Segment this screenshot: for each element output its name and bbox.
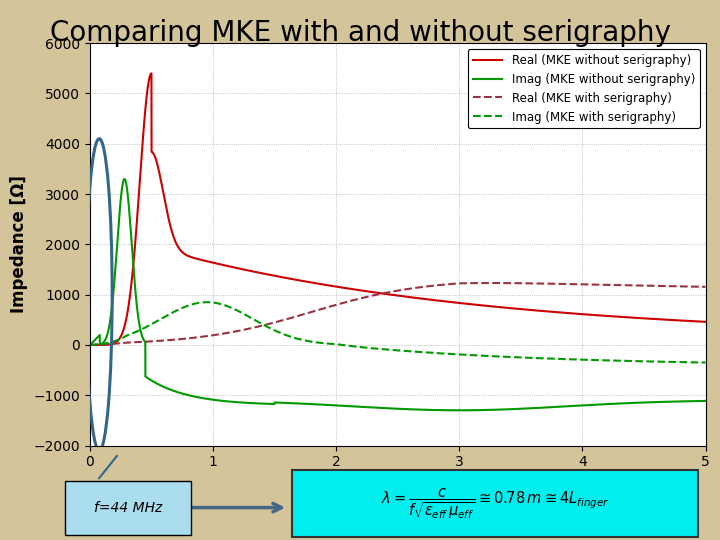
Real (MKE with serigraphy): [487, 280, 495, 286]
Imag (MKE with serigraphy): [592, 357, 600, 363]
Real (MKE without serigraphy): [486, 303, 495, 309]
Line: Imag (MKE without serigraphy): Imag (MKE without serigraphy): [90, 179, 706, 410]
Real (MKE without serigraphy): [198, 257, 207, 264]
Text: f=44 MHz: f=44 MHz: [94, 501, 162, 515]
Legend: Real (MKE without serigraphy), Imag (MKE without serigraphy), Real (MKE with ser: Real (MKE without serigraphy), Imag (MKE…: [468, 49, 700, 129]
Imag (MKE with serigraphy): [545, 355, 554, 362]
Imag (MKE without serigraphy): [321, 402, 330, 408]
Real (MKE without serigraphy): [147, 70, 156, 77]
Real (MKE without serigraphy): [701, 319, 710, 325]
Text: $\lambda = \dfrac{c}{f\sqrt{\varepsilon_{eff}\,\mu_{eff}}} \cong 0.78\,m \cong 4: $\lambda = \dfrac{c}{f\sqrt{\varepsilon_…: [381, 487, 609, 521]
X-axis label: Frequency [GHz]: Frequency [GHz]: [320, 475, 476, 493]
Imag (MKE without serigraphy): [198, 395, 207, 401]
Imag (MKE without serigraphy): [455, 407, 464, 414]
Imag (MKE with serigraphy): [86, 342, 94, 348]
Imag (MKE with serigraphy): [197, 299, 206, 306]
Imag (MKE without serigraphy): [592, 401, 600, 408]
Real (MKE with serigraphy): [197, 334, 206, 340]
Real (MKE with serigraphy): [486, 280, 495, 286]
Real (MKE without serigraphy): [455, 300, 464, 306]
Real (MKE without serigraphy): [592, 312, 600, 319]
Imag (MKE with serigraphy): [486, 353, 495, 359]
Imag (MKE without serigraphy): [455, 407, 464, 414]
Line: Real (MKE with serigraphy): Real (MKE with serigraphy): [90, 283, 706, 345]
Real (MKE with serigraphy): [455, 280, 464, 287]
Real (MKE with serigraphy): [545, 280, 554, 287]
Imag (MKE with serigraphy): [455, 351, 464, 357]
Imag (MKE without serigraphy): [120, 176, 129, 182]
Imag (MKE without serigraphy): [701, 397, 710, 404]
Line: Imag (MKE with serigraphy): Imag (MKE with serigraphy): [90, 302, 706, 362]
Imag (MKE without serigraphy): [545, 404, 554, 410]
Line: Real (MKE without serigraphy): Real (MKE without serigraphy): [90, 73, 706, 345]
Real (MKE with serigraphy): [86, 342, 94, 348]
Imag (MKE with serigraphy): [321, 340, 330, 347]
Imag (MKE with serigraphy): [701, 359, 710, 366]
Real (MKE without serigraphy): [86, 342, 94, 348]
Real (MKE without serigraphy): [321, 282, 330, 288]
Imag (MKE without serigraphy): [86, 342, 94, 348]
Y-axis label: Impedance [Ω]: Impedance [Ω]: [10, 176, 28, 313]
Real (MKE without serigraphy): [545, 308, 554, 315]
Imag (MKE without serigraphy): [486, 407, 495, 413]
Real (MKE with serigraphy): [321, 305, 330, 311]
Real (MKE with serigraphy): [592, 281, 600, 288]
Real (MKE with serigraphy): [701, 284, 710, 290]
Text: Comparing MKE with and without serigraphy: Comparing MKE with and without serigraph…: [50, 19, 670, 47]
Imag (MKE with serigraphy): [202, 299, 211, 306]
